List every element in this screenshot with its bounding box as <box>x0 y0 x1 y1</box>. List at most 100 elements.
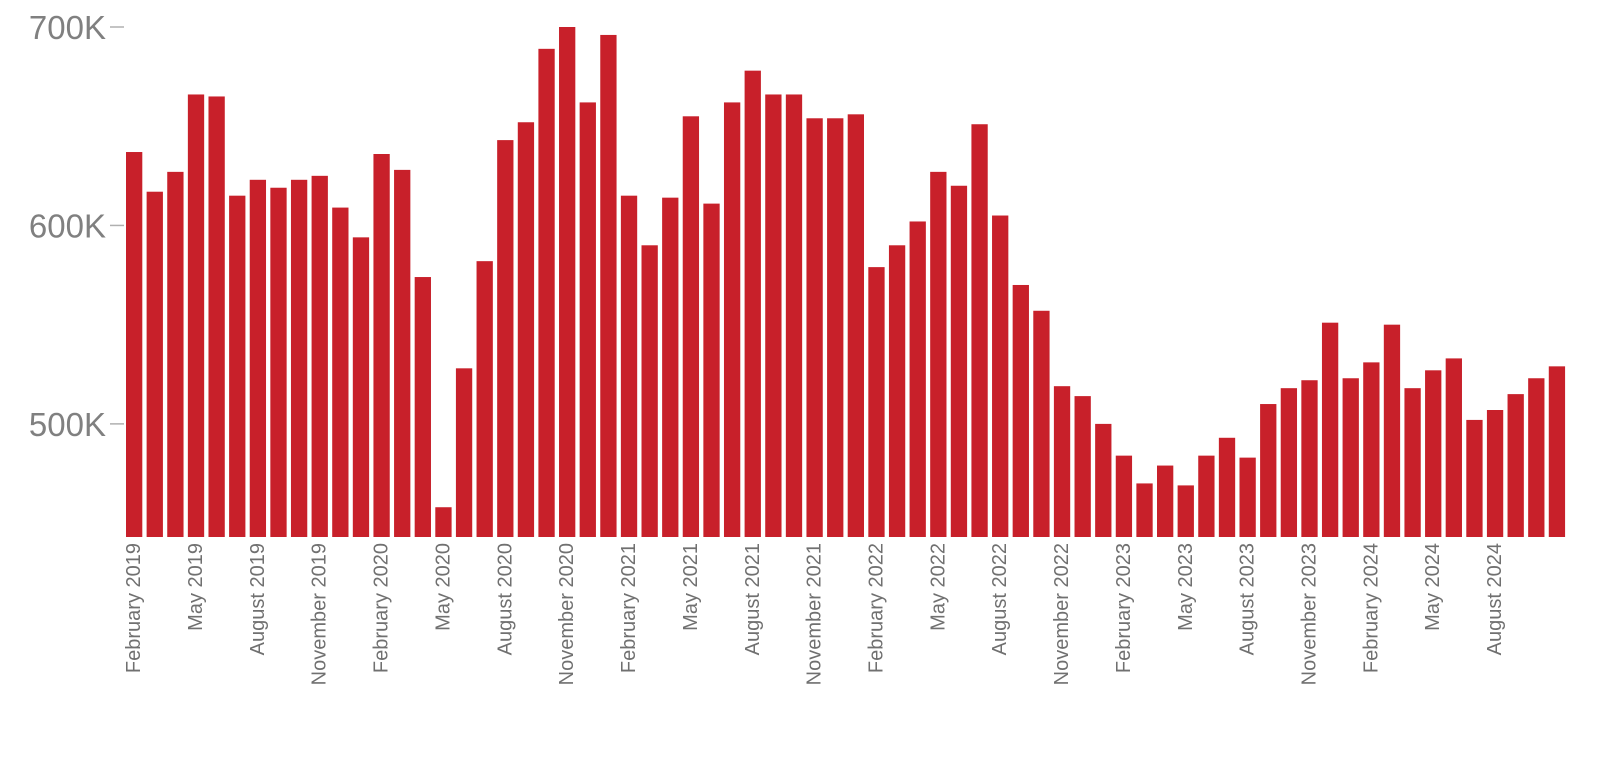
bar-nov-2019 <box>311 175 328 537</box>
bar-feb-2021 <box>620 195 638 537</box>
x-tick-label: May 2022 <box>927 543 949 631</box>
bar-sep-2019 <box>270 187 287 538</box>
x-tick-label: August 2024 <box>1484 543 1506 655</box>
bar-sep-2022 <box>1012 284 1029 537</box>
bar-mar-2021 <box>641 245 658 538</box>
bar-jan-2022 <box>847 114 864 537</box>
bar-jul-2022 <box>971 124 988 538</box>
bar-aug-2022 <box>992 215 1009 537</box>
bar-jul-2021 <box>723 102 741 537</box>
x-tick-label: May 2023 <box>1175 543 1197 631</box>
bar-dec-2021 <box>827 118 844 537</box>
x-tick-label: August 2019 <box>247 543 269 655</box>
bar-jun-2024 <box>1445 358 1462 537</box>
bar-jul-2019 <box>229 195 246 537</box>
bar-oct-2022 <box>1033 310 1050 537</box>
bar-apr-2022 <box>909 221 926 537</box>
bars-group <box>126 27 1566 538</box>
y-axis: 500K 600K 700K <box>29 9 124 443</box>
bar-oct-2023 <box>1280 388 1298 537</box>
bar-jun-2019 <box>208 96 225 538</box>
x-tick-label: May 2024 <box>1422 543 1444 631</box>
bar-oct-2019 <box>290 179 308 538</box>
bar-jan-2021 <box>600 34 617 537</box>
bar-jan-2023 <box>1095 423 1112 537</box>
x-tick-label: February 2024 <box>1360 543 1382 673</box>
bar-nov-2024 <box>1548 366 1566 537</box>
x-tick-label: November 2020 <box>556 543 578 685</box>
bar-sep-2024 <box>1507 394 1524 537</box>
bar-feb-2024 <box>1363 362 1380 537</box>
bar-may-2022 <box>930 171 947 538</box>
x-tick-label: August 2020 <box>494 543 516 655</box>
bar-oct-2024 <box>1528 378 1545 537</box>
bar-aug-2023 <box>1239 457 1256 537</box>
bar-feb-2022 <box>868 267 885 537</box>
bar-aug-2021 <box>744 70 761 537</box>
bar-jun-2021 <box>703 203 720 538</box>
bar-jan-2024 <box>1342 378 1359 537</box>
x-axis: February 2019 May 2019 August 2019 November… <box>123 543 1506 685</box>
bar-mar-2024 <box>1383 324 1401 537</box>
x-tick-label: May 2019 <box>185 543 207 631</box>
x-tick-label: November 2021 <box>804 543 826 685</box>
x-tick-label: August 2022 <box>989 543 1011 655</box>
x-tick-label: February 2019 <box>123 543 145 673</box>
bar-jun-2023 <box>1198 455 1215 537</box>
bar-sep-2021 <box>765 94 782 537</box>
bar-apr-2021 <box>662 197 679 537</box>
bar-jul-2024 <box>1466 419 1483 537</box>
bar-may-2024 <box>1425 370 1442 537</box>
x-tick-label: November 2022 <box>1051 543 1073 685</box>
bar-mar-2020 <box>394 169 411 537</box>
x-tick-label: February 2023 <box>1113 543 1135 673</box>
bar-jan-2020 <box>352 237 370 537</box>
y-tick-label: 700K <box>29 9 106 46</box>
bar-sep-2020 <box>517 122 535 537</box>
bar-apr-2019 <box>167 171 184 538</box>
bar-oct-2021 <box>785 94 803 537</box>
bar-feb-2019 <box>126 152 143 537</box>
x-tick-label: February 2021 <box>618 543 640 673</box>
bar-mar-2019 <box>146 191 163 537</box>
x-tick-label: August 2021 <box>742 543 764 655</box>
bar-jun-2022 <box>950 185 968 537</box>
x-tick-label: February 2020 <box>371 543 393 673</box>
bar-apr-2020 <box>414 277 431 537</box>
bar-dec-2020 <box>579 102 596 537</box>
bar-apr-2023 <box>1157 465 1174 537</box>
bar-dec-2023 <box>1321 322 1339 537</box>
bar-dec-2022 <box>1074 396 1091 537</box>
bar-may-2023 <box>1177 485 1194 537</box>
bar-nov-2021 <box>806 118 823 537</box>
bar-mar-2022 <box>888 245 906 538</box>
y-tick-label: 500K <box>29 406 106 443</box>
x-tick-label: February 2022 <box>865 543 887 673</box>
bar-nov-2020 <box>559 27 576 537</box>
x-tick-label: May 2021 <box>680 543 702 631</box>
bar-mar-2023 <box>1136 483 1153 537</box>
bar-jul-2023 <box>1218 437 1236 537</box>
bar-sep-2023 <box>1260 404 1277 537</box>
bar-nov-2022 <box>1053 386 1071 537</box>
bar-oct-2020 <box>538 48 555 537</box>
bar-jul-2020 <box>476 261 493 537</box>
x-tick-label: November 2019 <box>309 543 331 685</box>
bar-feb-2023 <box>1115 455 1133 537</box>
bar-may-2019 <box>187 94 205 537</box>
bar-aug-2019 <box>249 179 267 538</box>
x-tick-label: August 2023 <box>1237 543 1259 655</box>
x-tick-label: November 2023 <box>1298 543 1320 685</box>
x-tick-label: May 2020 <box>432 543 454 631</box>
bar-feb-2020 <box>373 154 390 537</box>
bar-nov-2023 <box>1301 380 1318 537</box>
bar-may-2021 <box>682 116 700 538</box>
bar-aug-2020 <box>497 140 514 538</box>
bar-apr-2024 <box>1404 388 1421 537</box>
y-tick-label: 600K <box>29 207 106 244</box>
bar-dec-2019 <box>332 207 349 537</box>
bar-jun-2020 <box>455 368 473 537</box>
bar-may-2020 <box>435 507 452 537</box>
bar-aug-2024 <box>1486 410 1504 537</box>
